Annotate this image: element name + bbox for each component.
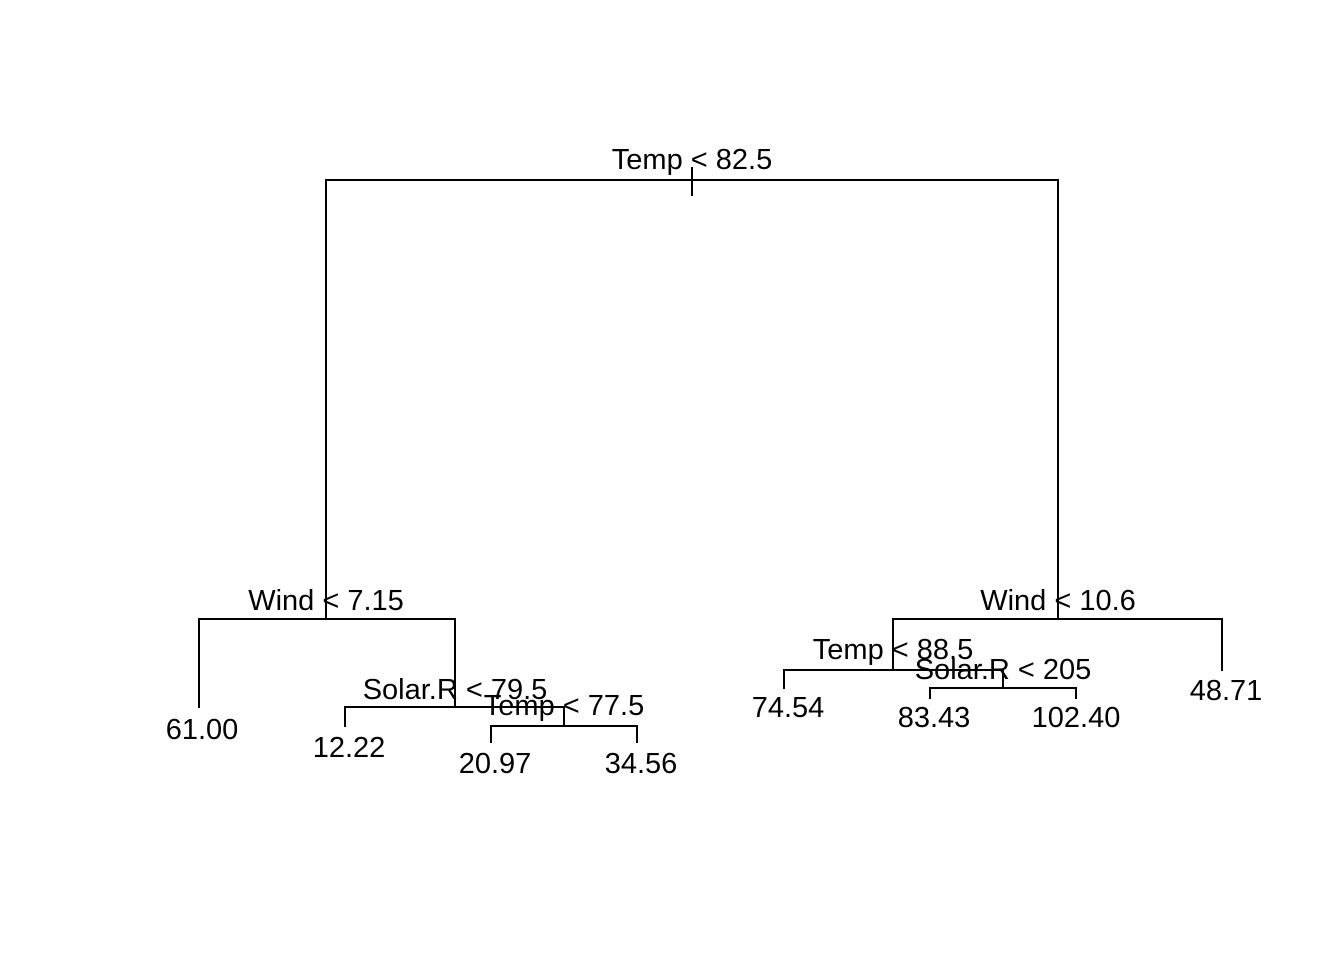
split-label: Temp < 82.5 xyxy=(612,144,772,176)
leaf-value: 74.54 xyxy=(752,692,825,724)
split-node-right: Wind < 10.6 xyxy=(892,585,1223,671)
split-node-left: Wind < 7.15 xyxy=(198,585,456,708)
split-node-solar-right: Solar.R < 205 xyxy=(915,654,1092,699)
leaf-value: 48.71 xyxy=(1190,675,1263,707)
split-label: Solar.R < 79.5 xyxy=(363,674,548,706)
split-label: Wind < 10.6 xyxy=(980,585,1136,617)
leaf-value: 83.43 xyxy=(898,702,971,734)
leaf-value: 34.56 xyxy=(605,748,678,780)
split-label: Wind < 7.15 xyxy=(248,585,404,617)
leaf-value: 12.22 xyxy=(313,732,386,764)
split-label: Temp < 88.5 xyxy=(813,634,973,666)
split-node-temp-left: Temp < 77.5 xyxy=(484,690,644,743)
split-node-root: Temp < 82.5 xyxy=(325,144,1059,620)
split-label: Solar.R < 205 xyxy=(915,654,1092,686)
leaf-value: 20.97 xyxy=(459,748,532,780)
split-label: Temp < 77.5 xyxy=(484,690,644,722)
leaf-value: 61.00 xyxy=(166,714,239,746)
leaf-value: 102.40 xyxy=(1032,702,1121,734)
split-node-solar-left: Solar.R < 79.5 xyxy=(344,674,565,727)
split-node-temp-right: Temp < 88.5 xyxy=(783,634,1004,689)
